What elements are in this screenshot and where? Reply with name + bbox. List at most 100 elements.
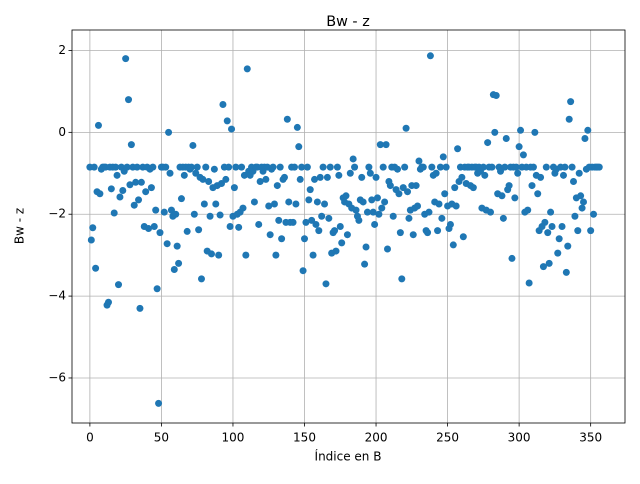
point (425, 208, 433, 216)
point (548, 223, 556, 230)
point (290, 163, 298, 171)
point (238, 163, 246, 171)
point (177, 195, 185, 203)
point (446, 220, 454, 228)
x-axis-label: Índice en B (315, 449, 382, 464)
point (368, 196, 376, 204)
chart-title: Bw - z (326, 14, 370, 30)
point (303, 163, 311, 171)
x-tick-label: 200 (365, 431, 388, 445)
point (119, 186, 127, 194)
point (578, 204, 586, 212)
point (514, 169, 522, 177)
point (270, 200, 278, 208)
point (305, 196, 313, 204)
point (414, 202, 422, 210)
point (175, 259, 183, 267)
point (571, 212, 579, 220)
y-tick-label: 2 (58, 43, 66, 57)
point (449, 241, 457, 249)
point (335, 171, 343, 179)
point (152, 206, 160, 214)
point (242, 251, 250, 259)
point (373, 194, 381, 202)
point (555, 235, 563, 243)
point (336, 223, 344, 230)
point (299, 267, 307, 275)
point (322, 280, 330, 288)
point (432, 169, 440, 177)
point (587, 227, 595, 235)
y-tick-label: −6 (48, 370, 66, 384)
point (222, 175, 230, 183)
point (315, 227, 323, 235)
point (584, 126, 592, 134)
point (371, 220, 379, 228)
point (491, 128, 499, 136)
point (564, 242, 572, 250)
point (358, 173, 366, 181)
point (208, 250, 216, 258)
point (441, 190, 449, 198)
point (404, 188, 412, 196)
point (401, 163, 409, 171)
point (127, 141, 135, 149)
point (363, 208, 371, 216)
point (359, 198, 367, 206)
point (316, 173, 324, 181)
point (544, 229, 552, 237)
point (256, 177, 264, 185)
point (379, 163, 387, 171)
point (505, 182, 513, 190)
point (323, 173, 331, 181)
point (381, 198, 389, 206)
point (338, 239, 346, 247)
point (202, 163, 210, 171)
point (216, 211, 224, 219)
point (180, 171, 188, 179)
point (346, 169, 354, 177)
point (195, 226, 203, 234)
y-axis-label: Bw - z (13, 208, 27, 244)
point (438, 214, 446, 222)
point (155, 399, 163, 407)
point (292, 200, 300, 208)
point (376, 141, 384, 149)
point (574, 227, 582, 235)
point (524, 206, 532, 214)
y-tick-label: 0 (58, 125, 66, 139)
point (166, 169, 174, 177)
point (382, 141, 390, 149)
point (243, 65, 251, 73)
point (239, 204, 247, 212)
point (528, 182, 536, 190)
point (531, 128, 539, 136)
point (325, 214, 333, 222)
x-tick-label: 250 (436, 431, 459, 445)
point (133, 163, 141, 171)
point (147, 184, 155, 192)
point (312, 220, 320, 228)
point (230, 184, 238, 192)
point (580, 198, 588, 206)
point (123, 163, 131, 171)
point (452, 202, 460, 210)
point (355, 216, 363, 224)
point (285, 198, 293, 206)
point (426, 52, 434, 60)
point (590, 210, 598, 218)
point (499, 214, 507, 222)
point (149, 163, 157, 171)
x-tick-label: 150 (293, 431, 316, 445)
point (273, 182, 281, 190)
point (332, 247, 340, 255)
point (225, 163, 233, 171)
point (424, 229, 432, 237)
point (87, 236, 95, 244)
point (318, 212, 326, 220)
point (235, 223, 243, 231)
point (383, 245, 391, 253)
point (313, 198, 321, 206)
x-tick-label: 350 (579, 431, 602, 445)
